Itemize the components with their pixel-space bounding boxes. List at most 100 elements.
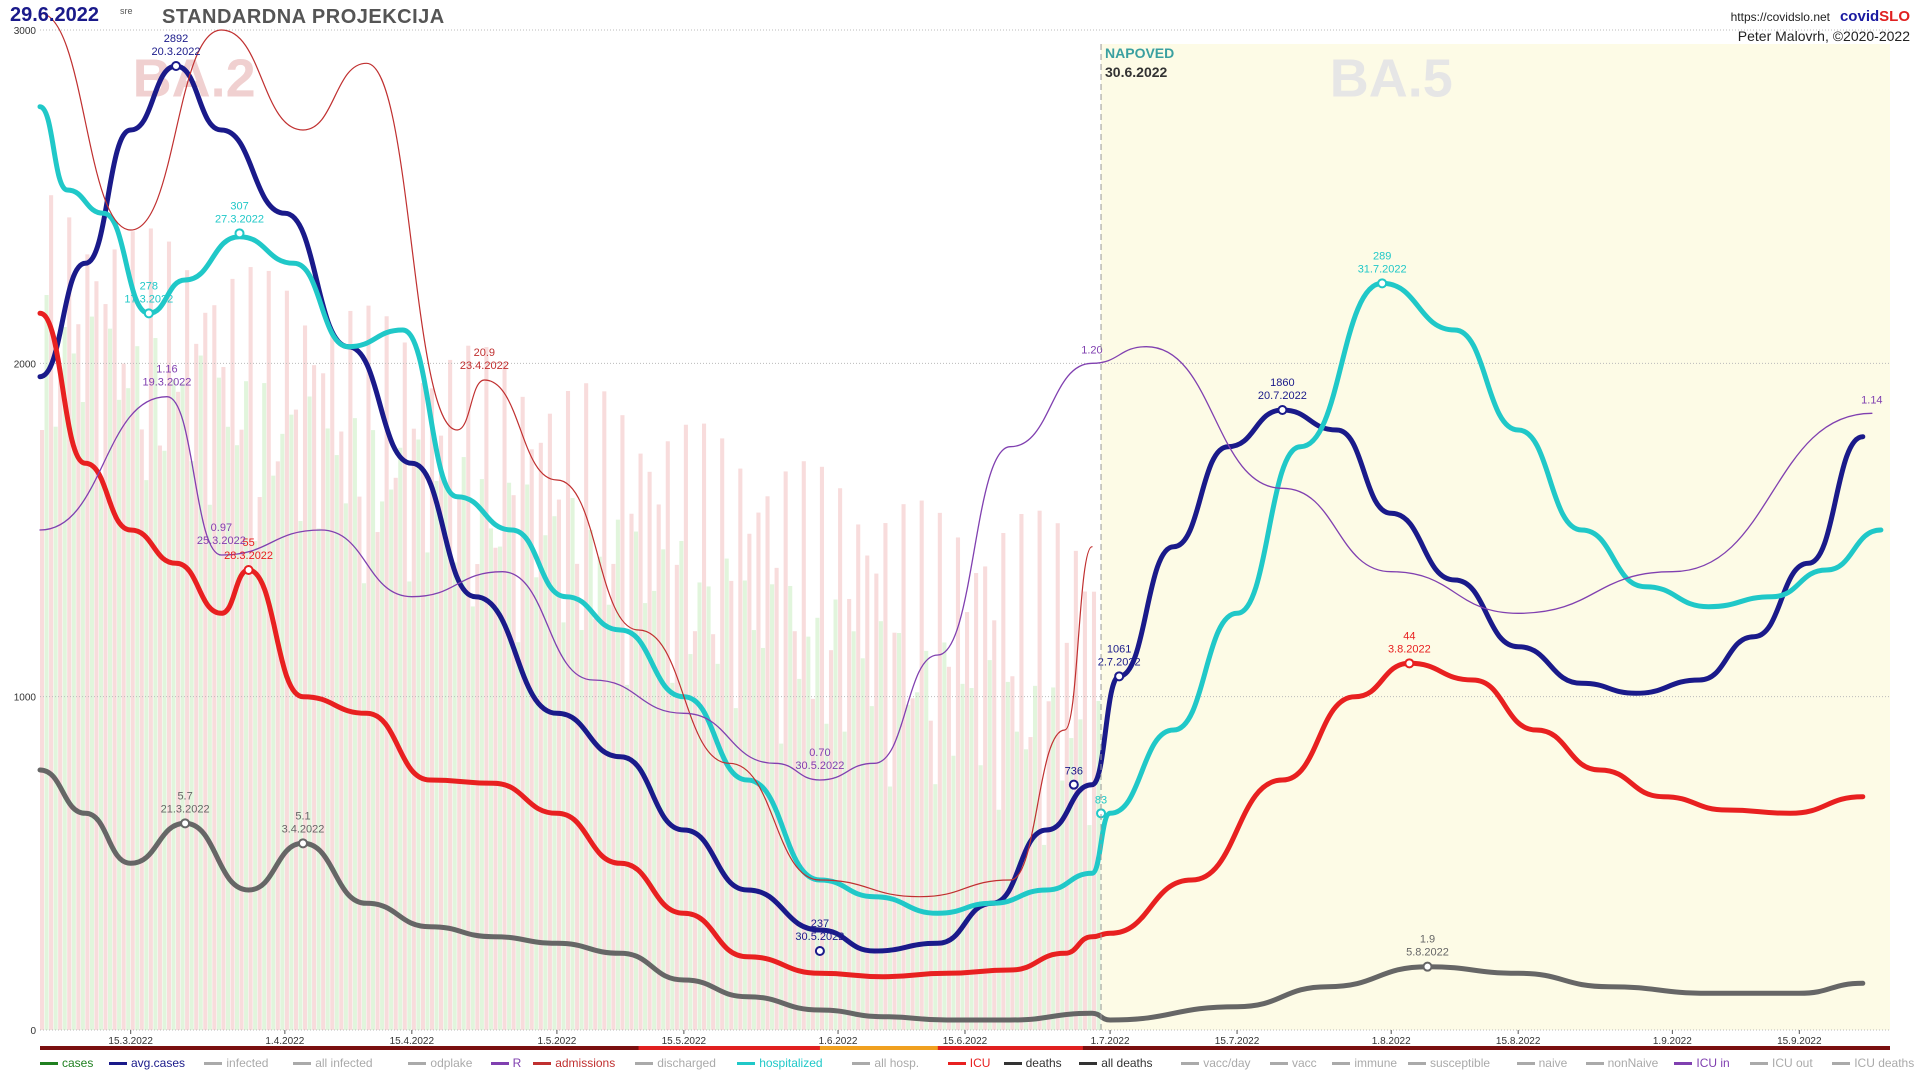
legend-label: R — [512, 1056, 522, 1070]
peak-marker — [1068, 779, 1079, 790]
cases-bar — [284, 290, 289, 1031]
peak-value-label: 5.7 — [177, 790, 192, 802]
cases-bar — [665, 441, 670, 1030]
legend-item[interactable]: all deaths — [1079, 1056, 1153, 1070]
hospital-bar — [516, 642, 521, 1030]
cases-bar — [683, 424, 688, 1030]
hospital-bar — [978, 765, 983, 1030]
x-tick-label: 1.5.2022 — [537, 1036, 576, 1047]
legend-item[interactable]: ICU out — [1750, 1056, 1813, 1070]
legend-label: vacc — [1292, 1056, 1317, 1070]
legend-item[interactable]: all hosp. — [852, 1056, 919, 1070]
cases-bar — [629, 513, 634, 1030]
hospital-bar — [316, 528, 321, 1030]
legend-item[interactable]: vacc/day — [1181, 1056, 1251, 1070]
hospital-bar — [126, 388, 131, 1030]
hospital-bar — [797, 678, 802, 1030]
cases-bar — [130, 231, 135, 1031]
legend-item[interactable]: ICU in — [1674, 1056, 1730, 1070]
cases-bar — [937, 512, 942, 1030]
cases-bar — [702, 423, 707, 1030]
hospital-bar — [488, 528, 493, 1030]
cases-bar — [1001, 533, 1006, 1030]
hospital-bar — [624, 684, 630, 1030]
cases-bar — [602, 391, 607, 1031]
legend-item[interactable]: ICU — [947, 1056, 990, 1070]
peak-date-label: 3.8.2022 — [1388, 643, 1431, 655]
legend-label: nonNaive — [1607, 1056, 1659, 1070]
series-line-deaths — [37, 767, 1866, 1023]
cases-bar — [620, 415, 625, 1030]
legend-item[interactable]: discharged — [635, 1056, 716, 1070]
hospital-bar — [470, 606, 475, 1030]
peak-value-label: 2892 — [164, 33, 188, 45]
cases-bar — [792, 631, 797, 1030]
legend-label: discharged — [657, 1056, 716, 1070]
hospital-bar — [588, 529, 593, 1030]
hospital-bar — [969, 688, 974, 1030]
cases-bar — [729, 580, 734, 1030]
legend-item[interactable]: naive — [1516, 1056, 1567, 1070]
hospital-bar — [960, 683, 965, 1030]
hospital-bar — [1087, 825, 1092, 1030]
legend-item[interactable]: admissions — [533, 1056, 615, 1070]
legend-label: all hosp. — [874, 1056, 920, 1070]
legend-item[interactable]: all infected — [293, 1056, 373, 1070]
cases-bar — [166, 241, 172, 1031]
legend-swatch — [852, 1062, 871, 1066]
hospital-bar — [924, 650, 929, 1030]
legend-item[interactable]: ICU deaths — [1832, 1056, 1914, 1070]
peak-value-label: 307 — [230, 200, 248, 212]
hospital-bar — [869, 706, 874, 1030]
legend-item[interactable]: avg.cases — [109, 1056, 185, 1070]
legend-swatch — [204, 1062, 223, 1066]
legend-label: hospitalized — [759, 1056, 823, 1070]
x-tick-label: 15.8.2022 — [1496, 1036, 1541, 1047]
legend-item[interactable]: odplake — [408, 1056, 472, 1070]
y-tick-label: 1000 — [14, 693, 37, 704]
hospital-bar — [380, 501, 385, 1031]
legend-swatch — [109, 1062, 127, 1066]
hospital-bar — [1042, 844, 1047, 1030]
legend-item[interactable]: vacc — [1270, 1056, 1317, 1070]
legend-item[interactable]: R — [490, 1056, 522, 1070]
hospital-bar — [89, 316, 94, 1030]
legend-label: ICU out — [1772, 1056, 1813, 1070]
cases-bar — [339, 431, 344, 1030]
legend-label: ICU deaths — [1854, 1056, 1915, 1070]
legend-item[interactable]: susceptible — [1408, 1056, 1490, 1070]
legend-swatch — [1832, 1062, 1851, 1066]
peak-value-label: 237 — [811, 918, 829, 930]
legend-item[interactable]: nonNaive — [1585, 1056, 1659, 1070]
cases-bar — [176, 391, 181, 1030]
peak-value-label: 0.97 — [211, 522, 232, 534]
source-link[interactable]: https://covidslo.net — [1730, 10, 1830, 24]
cases-bar — [1010, 676, 1015, 1030]
legend-item[interactable]: immune — [1332, 1056, 1397, 1070]
hospital-bar — [62, 327, 67, 1031]
x-axis: 15.3.2022 1.4.2022 15.4.2022 1.5.2022 15.5.2… — [108, 1030, 1822, 1047]
legend-label: deaths — [1025, 1056, 1062, 1070]
x-tick-label: 15.4.2022 — [390, 1036, 435, 1047]
hospital-bar — [1060, 780, 1065, 1030]
cases-bar — [402, 342, 407, 1031]
legend-item[interactable]: deaths — [1003, 1056, 1062, 1070]
legend-item[interactable]: cases — [40, 1056, 93, 1070]
hospital-bar — [779, 743, 784, 1030]
hospital-bar — [552, 516, 557, 1030]
hospital-bar — [80, 402, 85, 1030]
legend-item[interactable]: hospitalized — [737, 1056, 823, 1070]
hospital-bar — [389, 489, 394, 1030]
cases-bar — [556, 499, 561, 1030]
hospital-bar — [996, 809, 1001, 1030]
cases-bar — [946, 666, 951, 1030]
legend-swatch — [490, 1062, 509, 1066]
peak-marker — [243, 565, 254, 575]
legend-swatch — [1270, 1062, 1288, 1066]
hospital-bar — [724, 558, 729, 1030]
cases-bar — [212, 305, 217, 1030]
cases-bar — [955, 537, 961, 1030]
hospital-bar — [751, 630, 756, 1030]
legend-item[interactable]: infected — [204, 1056, 268, 1070]
